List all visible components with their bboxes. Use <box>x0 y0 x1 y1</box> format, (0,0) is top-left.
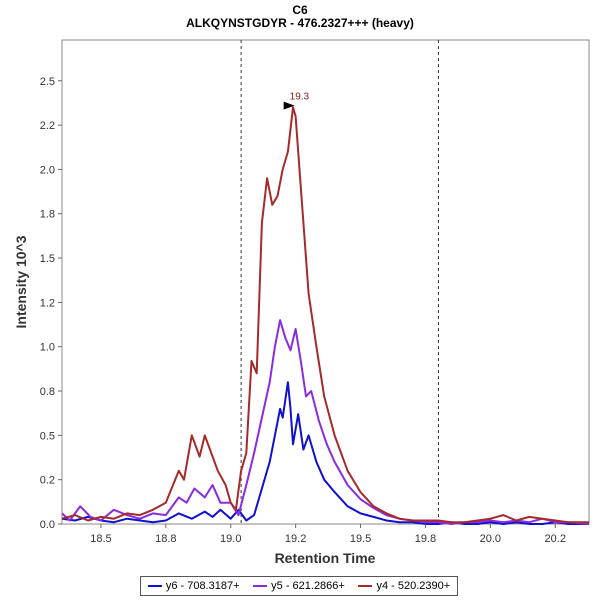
x-axis-ticks: 18.5 18.8 19.0 19.2 19.5 19.8 20.0 20.2 <box>90 524 566 545</box>
x-tick-label: 20.0 <box>480 533 501 545</box>
boundary-lines <box>240 40 439 524</box>
legend-label-y5: y5 - 621.2866+ <box>271 580 345 592</box>
y-tick-label: 0.8 <box>40 386 55 398</box>
chart-title: C6 <box>292 3 308 17</box>
y-tick-label: 2.2 <box>40 120 55 132</box>
legend-swatch-y4 <box>358 585 373 587</box>
y-tick-label: 0.0 <box>40 519 55 531</box>
x-tick-label: 19.5 <box>350 533 371 545</box>
legend-item-y6: y6 - 708.3187+ <box>147 580 240 592</box>
x-tick-label: 19.8 <box>415 533 436 545</box>
legend-swatch-y5 <box>253 585 268 587</box>
y-tick-label: 2.5 <box>40 76 55 88</box>
x-tick-label: 18.5 <box>90 533 111 545</box>
plot-area <box>61 39 590 525</box>
legend-item-y5: y5 - 621.2866+ <box>253 580 345 592</box>
y-tick-label: 0.5 <box>40 430 55 442</box>
peak-marker: 19.3 <box>283 92 310 110</box>
x-tick-label: 20.2 <box>545 533 566 545</box>
peak-arrow-icon <box>283 101 295 110</box>
x-tick-label: 19.2 <box>285 533 306 545</box>
y-tick-label: 1.2 <box>40 297 55 309</box>
legend-item-y4: y4 - 520.2390+ <box>358 580 450 592</box>
legend-label-y6: y6 - 708.3187+ <box>165 580 240 592</box>
legend: y6 - 708.3187+ y5 - 621.2866+ y4 - 520.2… <box>140 576 458 596</box>
series-line-2 <box>61 106 589 524</box>
chart-subtitle: ALKQYNSTGDYR - 476.2327+++ (heavy) <box>186 16 414 30</box>
y-tick-label: 1.0 <box>40 342 55 354</box>
y-tick-label: 0.2 <box>40 475 55 487</box>
peak-label: 19.3 <box>290 92 310 103</box>
x-tick-label: 18.8 <box>155 533 176 545</box>
x-axis-label: Retention Time <box>275 550 376 566</box>
series-line-0 <box>61 381 589 525</box>
y-axis-label: Intensity 10^3 <box>13 235 29 328</box>
y-tick-label: 1.5 <box>40 253 55 265</box>
legend-swatch-y6 <box>147 585 162 587</box>
series-lines <box>61 106 590 525</box>
x-tick-label: 19.0 <box>220 533 241 545</box>
y-axis-ticks: 0.0 0.2 0.5 0.8 1.0 1.2 1.5 1.8 2.0 2.2 2.5 <box>40 76 62 531</box>
y-tick-label: 1.8 <box>40 209 55 221</box>
y-tick-label: 2.0 <box>40 164 55 176</box>
legend-label-y4: y4 - 520.2390+ <box>376 580 451 592</box>
